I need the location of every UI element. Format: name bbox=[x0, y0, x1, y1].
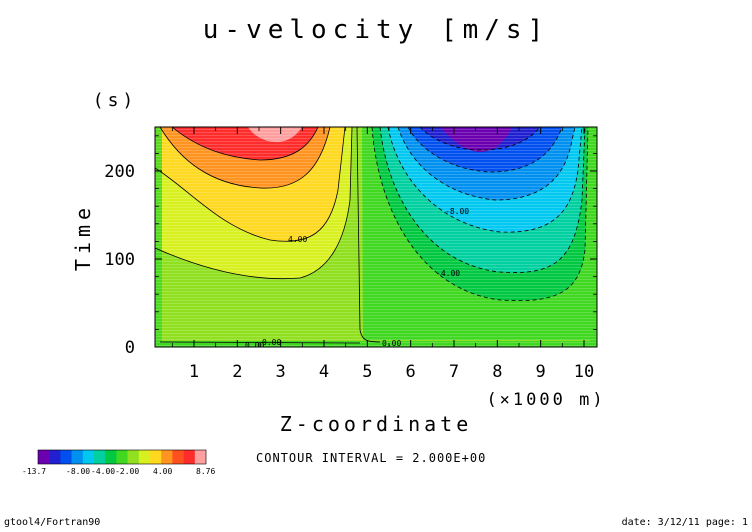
colorbar-label-minus8: -8.00 bbox=[66, 467, 90, 476]
colorbar-min-label: -13.7 bbox=[22, 467, 46, 476]
x-axis: 1 2 3 4 5 6 7 8 9 10 bbox=[171, 127, 594, 382]
y-axis-unit: (s) bbox=[93, 90, 138, 111]
x-tick-label-1: 1 bbox=[189, 362, 199, 382]
contour-line-minus4 bbox=[379, 127, 586, 273]
colorbar-overlap-label: -4.00-2.00 bbox=[91, 467, 139, 476]
y-axis-label: Time bbox=[71, 203, 95, 271]
contour-label-zero-a: 0.00 bbox=[245, 341, 264, 350]
x-tick-label-10: 10 bbox=[574, 362, 594, 382]
stripe-texture bbox=[155, 127, 597, 347]
plot-frame bbox=[154, 126, 598, 348]
colorbar-swatch-0 bbox=[38, 450, 50, 464]
y-tick-label-100: 100 bbox=[104, 250, 135, 270]
x-tick-label-2: 2 bbox=[232, 362, 242, 382]
contour-line-minus8 bbox=[397, 127, 576, 201]
contour-line-minus6 bbox=[387, 127, 583, 233]
footer-left: gtool4/Fortran90 bbox=[4, 517, 100, 528]
x-tick-label-5: 5 bbox=[362, 362, 372, 382]
x-axis-label: Z-coordinate bbox=[280, 412, 473, 436]
colorbar-max-label: 8.76 bbox=[196, 467, 215, 476]
colorbar-swatch-4 bbox=[82, 450, 95, 464]
contour-label-zero-b: 0.00 bbox=[262, 338, 281, 347]
y-axis: 0 100 200 bbox=[104, 135, 597, 358]
contour-label-zero-c: 0.00 bbox=[382, 339, 401, 348]
colorbar-swatch-9 bbox=[138, 450, 151, 464]
y-tick-label-0: 0 bbox=[125, 338, 135, 358]
contour-line-minus10 bbox=[407, 127, 563, 173]
colorbar-label-4: 4.00 bbox=[153, 467, 172, 476]
colorbar-swatch-1 bbox=[49, 450, 61, 464]
colorbar-swatch-11 bbox=[161, 450, 173, 464]
x-tick-label-8: 8 bbox=[492, 362, 502, 382]
contour-fill: 4.00 0.00 0.00 0.00 -8.00 -4.00 bbox=[155, 127, 597, 350]
contour-line-minus12 bbox=[419, 127, 541, 151]
contour-line-minus2 bbox=[371, 127, 589, 302]
x-tick-label-6: 6 bbox=[406, 362, 416, 382]
colorbar-swatch-8 bbox=[127, 450, 140, 464]
contour-line-6 bbox=[159, 127, 331, 189]
contour-lines bbox=[155, 127, 381, 344]
colorbar-swatch-10 bbox=[150, 450, 162, 464]
colorbar-labels: -13.7 -8.00 -4.00-2.00 4.00 8.76 bbox=[22, 467, 215, 476]
footer-right: date: 3/12/11 page: 1 bbox=[622, 517, 748, 528]
y-tick-label-200: 200 bbox=[104, 162, 135, 182]
contour-interval-text: CONTOUR INTERVAL = 2.000E+00 bbox=[256, 451, 486, 465]
chart-title: u-velocity [m/s] bbox=[203, 15, 549, 45]
colorbar-swatch-6 bbox=[105, 450, 117, 464]
colorbar-swatch-13 bbox=[183, 450, 196, 464]
colorbar-swatch-12 bbox=[172, 450, 184, 464]
negative-contour-lines bbox=[371, 127, 589, 302]
contour-line-8 bbox=[171, 127, 319, 161]
contour-label-minus4: -4.00 bbox=[436, 269, 460, 278]
x-tick-label-7: 7 bbox=[449, 362, 459, 382]
x-tick-label-3: 3 bbox=[276, 362, 286, 382]
colorbar-frame bbox=[37, 449, 207, 465]
contour-line-zero-base bbox=[159, 341, 361, 344]
colorbar-swatch-14 bbox=[194, 450, 207, 464]
x-tick-label-4: 4 bbox=[319, 362, 329, 382]
contour-line-4 bbox=[155, 127, 346, 242]
x-axis-unit: (×1000 m) bbox=[486, 390, 605, 410]
contour-line-2 bbox=[155, 127, 353, 280]
colorbar bbox=[37, 449, 207, 465]
colorbar-swatch-5 bbox=[94, 450, 106, 464]
contour-labels: 4.00 0.00 0.00 0.00 -8.00 -4.00 bbox=[245, 207, 469, 350]
colorbar-swatch-3 bbox=[71, 450, 84, 464]
contour-line-zero bbox=[356, 127, 381, 343]
contour-label-4: 4.00 bbox=[288, 235, 307, 244]
colorbar-swatch-7 bbox=[116, 450, 128, 464]
contour-label-minus8: -8.00 bbox=[445, 207, 469, 216]
colorbar-swatch-2 bbox=[60, 450, 72, 464]
x-tick-label-9: 9 bbox=[536, 362, 546, 382]
